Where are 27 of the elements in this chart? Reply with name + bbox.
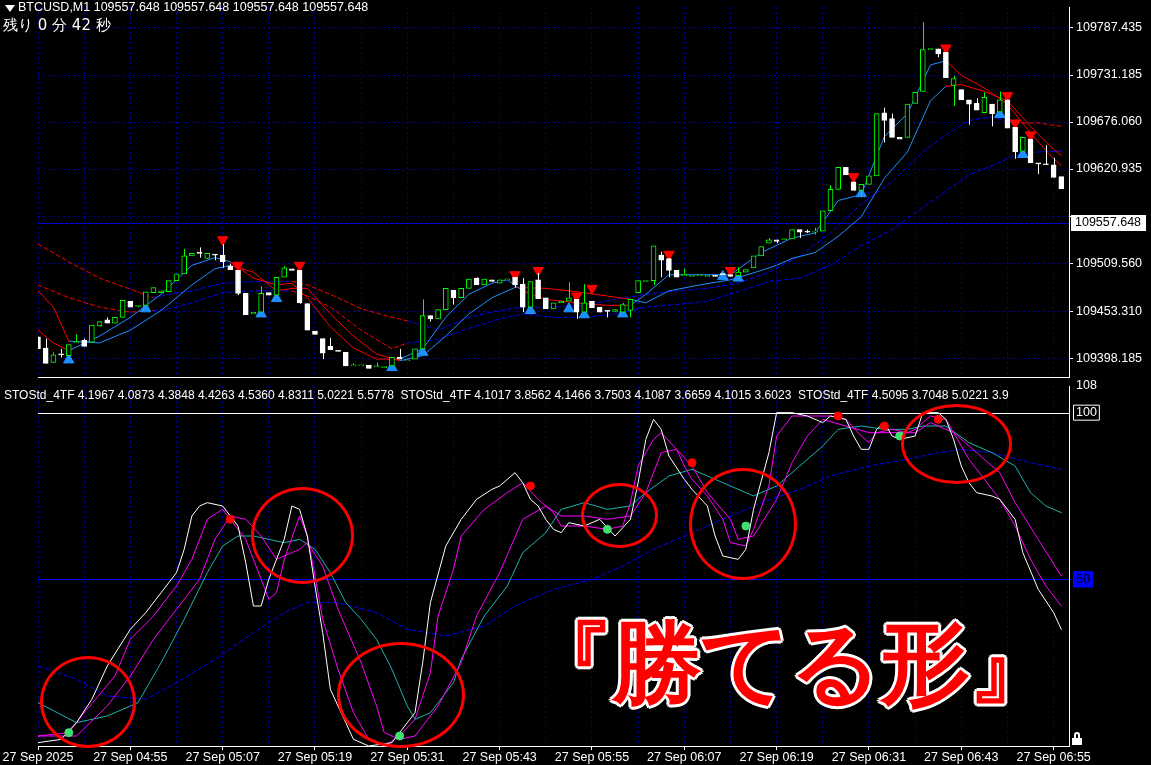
- chart-title: STOStd_4TF 4.1967 4.0873 4.3848 4.4263 4.5360 4.8311 5.0221 5.5778 STOStd_4TF 4.1017 3.8562 4.1466 3.7503 4.1087 3.6659 4.1015 3.6023 STOStd_4TF 4.5095 3.7048 5.0221 3.9: [4, 388, 1009, 403]
- x-tick-label: 27 Sep 05:31: [370, 749, 445, 764]
- x-tick-label: 27 Sep 06:43: [924, 749, 999, 764]
- y-tick-label: 50: [1076, 571, 1090, 586]
- x-tick-label: 27 Sep 06:19: [739, 749, 814, 764]
- x-tick-label: 27 Sep 06:31: [831, 749, 907, 764]
- x-tick-label: 27 Sep 05:43: [462, 749, 537, 764]
- y-tick-label: 109787.435: [1076, 19, 1143, 34]
- x-tick-label: 27 Sep 06:07: [647, 749, 722, 764]
- y-tick-label: 108: [1076, 378, 1097, 393]
- y-tick-label: 109620.935: [1076, 161, 1143, 176]
- chart-title: BTCUSD,M1 109557.648 109557.648 109557.648 109557.648: [18, 0, 369, 15]
- x-tick-label: 27 Sep 06:55: [1016, 749, 1091, 764]
- y-tick-label: 109398.185: [1076, 351, 1143, 366]
- y-tick-label: 109731.185: [1076, 67, 1143, 82]
- x-tick-label: 27 Sep 04:55: [93, 749, 168, 764]
- x-tick-label: 27 Sep 05:07: [185, 749, 260, 764]
- x-tick-label: 27 Sep 2025: [2, 749, 74, 764]
- y-tick-label: 100: [1076, 405, 1097, 420]
- x-tick-label: 27 Sep 05:19: [277, 749, 353, 764]
- y-tick-label: 109509.560: [1076, 256, 1143, 271]
- ref-line-label: 109557.648: [1075, 215, 1142, 230]
- y-tick-label: 109453.310: [1076, 304, 1143, 319]
- x-tick-label: 27 Sep 05:55: [554, 749, 630, 764]
- annotation: 『勝てる形』: [524, 610, 1056, 715]
- text: 残り 0 分 42 秒: [3, 16, 111, 34]
- y-tick-label: 109676.060: [1076, 114, 1143, 129]
